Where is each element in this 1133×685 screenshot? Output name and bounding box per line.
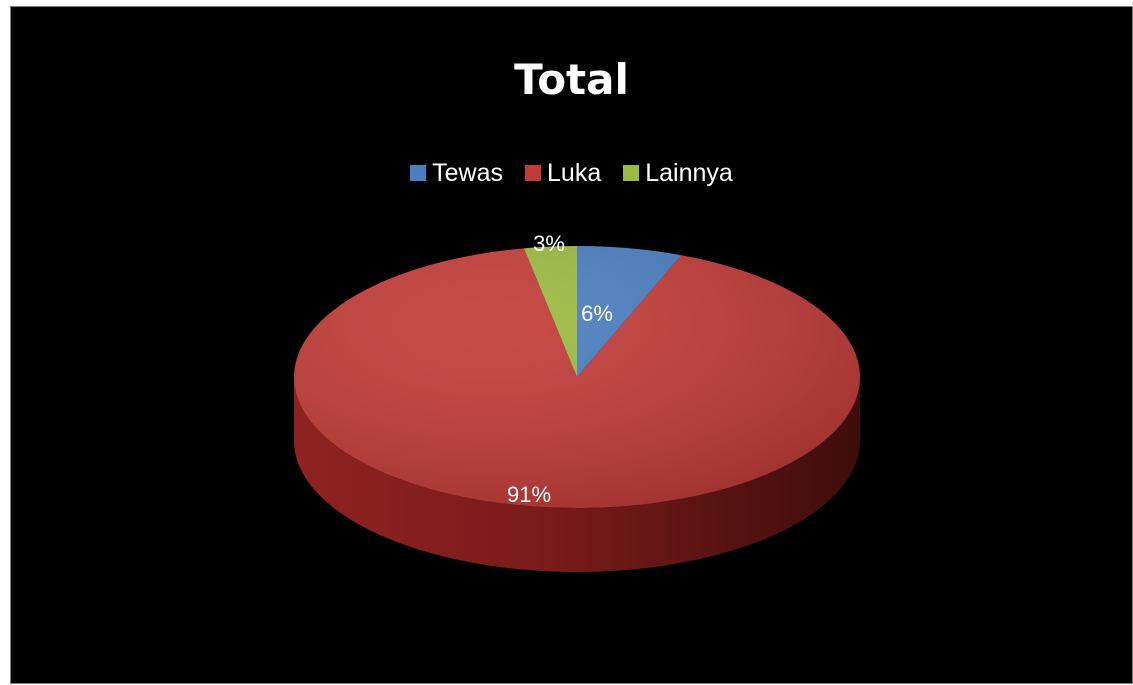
- legend-label-luka: Luka: [547, 159, 602, 187]
- data-label-tewas: 6%: [581, 301, 613, 326]
- legend-label-lainnya: Lainnya: [645, 159, 733, 187]
- legend-swatch-tewas: [410, 165, 427, 181]
- legend-item-tewas: Tewas: [410, 157, 503, 189]
- legend-item-lainnya: Lainnya: [623, 157, 733, 189]
- legend-swatch-lainnya: [623, 165, 640, 181]
- legend-label-tewas: Tewas: [432, 159, 504, 187]
- data-label-luka: 91%: [507, 482, 551, 507]
- pie-chart: 6% 91% 3%: [294, 231, 860, 572]
- legend-swatch-luka: [525, 165, 542, 181]
- chart-title: Total: [514, 55, 629, 104]
- data-label-lainnya: 3%: [533, 231, 565, 256]
- legend-item-luka: Luka: [525, 157, 601, 189]
- chart-frame: Total Tewas Luka Lainnya 6% 91% 3%: [10, 6, 1133, 684]
- pie-top-shading: [294, 246, 860, 508]
- chart-legend: Tewas Luka Lainnya: [11, 157, 1132, 189]
- pie-side-wall: [294, 377, 860, 572]
